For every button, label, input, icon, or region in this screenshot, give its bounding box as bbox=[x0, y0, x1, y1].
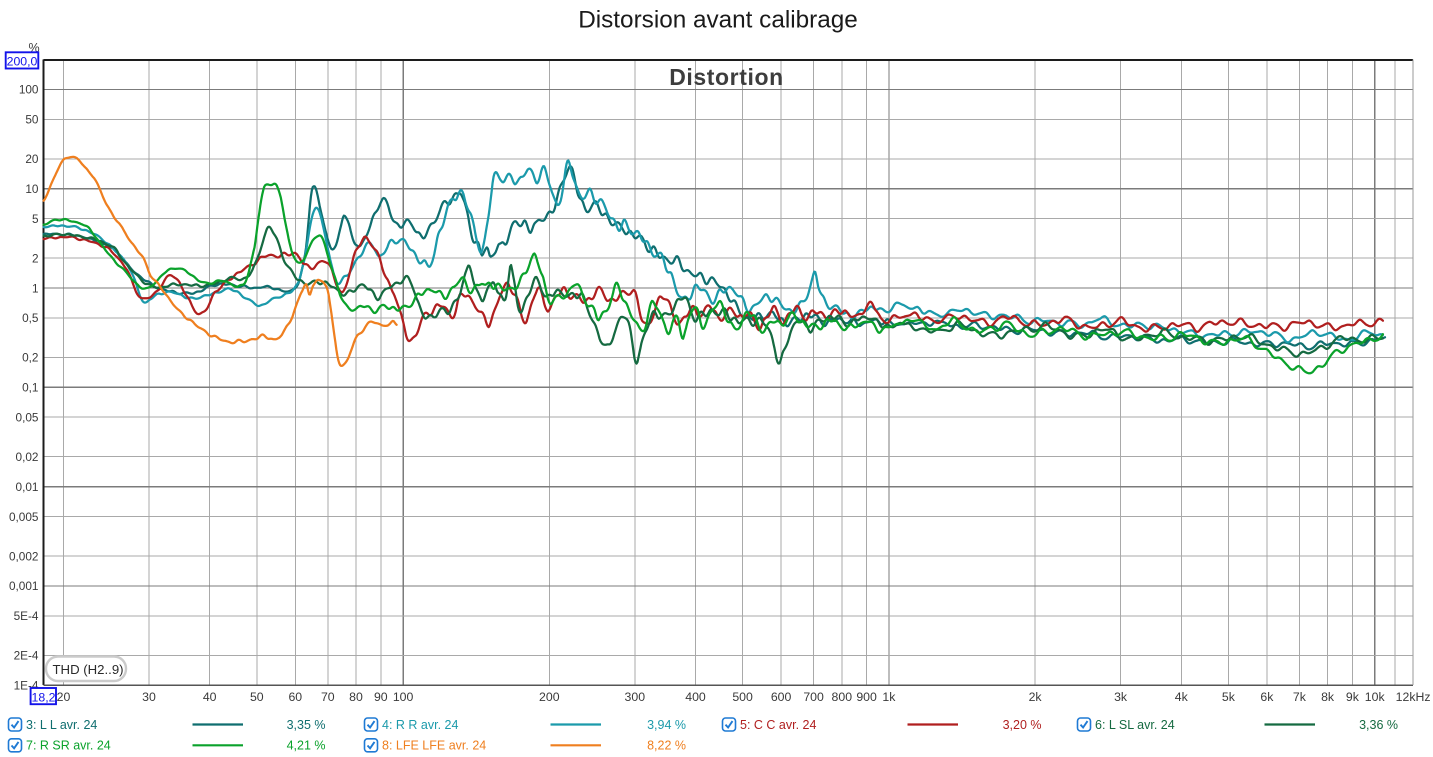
svg-text:0,2: 0,2 bbox=[22, 351, 38, 365]
svg-text:2: 2 bbox=[32, 251, 39, 265]
svg-text:0,005: 0,005 bbox=[9, 510, 39, 524]
svg-text:200: 200 bbox=[539, 690, 560, 704]
svg-text:90: 90 bbox=[374, 690, 388, 704]
svg-text:4,21 %: 4,21 % bbox=[287, 739, 326, 753]
svg-text:700: 700 bbox=[803, 690, 824, 704]
svg-text:3,20 %: 3,20 % bbox=[1003, 718, 1042, 732]
svg-text:8,22 %: 8,22 % bbox=[647, 739, 686, 753]
svg-text:200,0: 200,0 bbox=[7, 55, 38, 69]
svg-text:0,001: 0,001 bbox=[9, 579, 39, 593]
svg-text:80: 80 bbox=[349, 690, 363, 704]
svg-text:10: 10 bbox=[25, 182, 39, 196]
svg-text:1k: 1k bbox=[882, 690, 896, 704]
svg-text:300: 300 bbox=[625, 690, 646, 704]
svg-text:800: 800 bbox=[832, 690, 853, 704]
svg-text:8: LFE LFE avr. 24: 8: LFE LFE avr. 24 bbox=[382, 739, 486, 753]
svg-text:9k: 9k bbox=[1346, 690, 1360, 704]
svg-text:50: 50 bbox=[25, 113, 39, 127]
svg-text:6: L SL avr. 24: 6: L SL avr. 24 bbox=[1095, 718, 1175, 732]
svg-text:6k: 6k bbox=[1260, 690, 1274, 704]
svg-text:10k: 10k bbox=[1365, 690, 1386, 704]
svg-text:1: 1 bbox=[32, 281, 39, 295]
svg-text:Distortion: Distortion bbox=[669, 64, 784, 90]
svg-text:2E-4: 2E-4 bbox=[14, 649, 39, 663]
svg-text:30: 30 bbox=[142, 690, 156, 704]
svg-text:60: 60 bbox=[288, 690, 302, 704]
svg-text:7k: 7k bbox=[1293, 690, 1307, 704]
svg-text:100: 100 bbox=[393, 690, 414, 704]
svg-text:20: 20 bbox=[25, 152, 39, 166]
svg-text:7: R SR avr. 24: 7: R SR avr. 24 bbox=[26, 739, 111, 753]
svg-text:0,1: 0,1 bbox=[22, 381, 38, 395]
svg-text:12kHz: 12kHz bbox=[1396, 690, 1431, 704]
svg-text:Distorsion avant calibrage: Distorsion avant calibrage bbox=[578, 7, 858, 34]
svg-text:%: % bbox=[28, 41, 39, 55]
svg-text:70: 70 bbox=[321, 690, 335, 704]
svg-text:5: C C avr. 24: 5: C C avr. 24 bbox=[740, 718, 816, 732]
svg-text:100: 100 bbox=[19, 83, 39, 97]
svg-text:2k: 2k bbox=[1029, 690, 1043, 704]
svg-text:4k: 4k bbox=[1175, 690, 1189, 704]
svg-text:400: 400 bbox=[685, 690, 706, 704]
svg-text:0,002: 0,002 bbox=[9, 549, 39, 563]
svg-text:20: 20 bbox=[57, 690, 71, 704]
svg-text:4: R R avr. 24: 4: R R avr. 24 bbox=[382, 718, 458, 732]
svg-text:5k: 5k bbox=[1222, 690, 1236, 704]
svg-text:3k: 3k bbox=[1114, 690, 1128, 704]
svg-text:18,2: 18,2 bbox=[32, 690, 56, 704]
svg-text:500: 500 bbox=[732, 690, 753, 704]
svg-text:THD (H2..9): THD (H2..9) bbox=[53, 662, 124, 677]
svg-text:3,35 %: 3,35 % bbox=[287, 718, 326, 732]
svg-text:3: L L avr. 24: 3: L L avr. 24 bbox=[26, 718, 97, 732]
svg-text:0,02: 0,02 bbox=[16, 450, 39, 464]
svg-text:0,5: 0,5 bbox=[22, 311, 39, 325]
svg-text:0,05: 0,05 bbox=[16, 411, 39, 425]
svg-text:600: 600 bbox=[771, 690, 792, 704]
svg-text:40: 40 bbox=[203, 690, 217, 704]
svg-text:50: 50 bbox=[250, 690, 264, 704]
svg-text:5E-4: 5E-4 bbox=[14, 609, 39, 623]
svg-text:900: 900 bbox=[856, 690, 877, 704]
svg-text:8k: 8k bbox=[1321, 690, 1335, 704]
svg-text:3,36 %: 3,36 % bbox=[1359, 718, 1398, 732]
svg-text:0,01: 0,01 bbox=[16, 480, 39, 494]
svg-text:3,94 %: 3,94 % bbox=[647, 718, 686, 732]
svg-text:5: 5 bbox=[32, 212, 39, 226]
